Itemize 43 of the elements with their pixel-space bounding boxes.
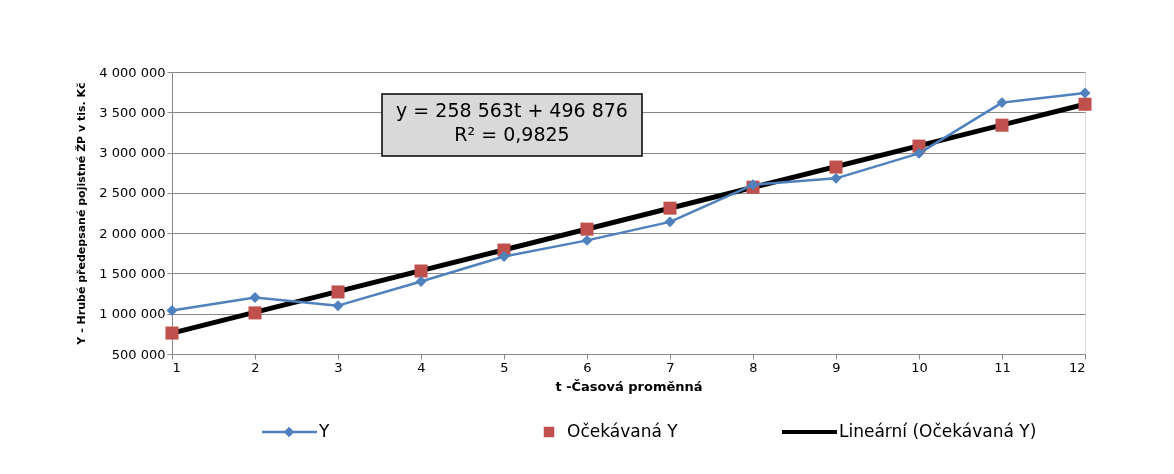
y-tick-label: 1 500 000 [99, 265, 166, 281]
point [1078, 97, 1092, 111]
legend-label: Očekávaná Y [567, 421, 679, 441]
y-tick-label: 500 000 [111, 346, 166, 362]
x-tick-label: 8 [749, 359, 758, 375]
point [414, 264, 428, 278]
point [165, 326, 179, 340]
y-axis-title: Y - Hrubé předepsané pojistné ŽP v tis. Kč [75, 82, 89, 346]
point [663, 201, 677, 215]
y-tick-label: 3 000 000 [99, 145, 166, 161]
point [1079, 87, 1091, 99]
point [664, 216, 676, 228]
annotation: y = 258 563t + 496 876 R² = 0,9825 [396, 99, 628, 145]
x-tick-label: 7 [666, 359, 675, 375]
x-tick-label: 3 [334, 359, 343, 375]
point [830, 172, 842, 184]
y-tick-label: 2 000 000 [99, 225, 166, 241]
point [580, 222, 594, 236]
point [332, 300, 344, 312]
y-tick-label: 4 000 000 [99, 64, 166, 80]
x-tick-label: 6 [583, 359, 592, 375]
point [913, 147, 925, 159]
y-tick-label: 2 500 000 [99, 185, 166, 201]
point [248, 306, 262, 320]
x-tick-label: 4 [417, 359, 426, 375]
x-tick-label: 2 [251, 359, 260, 375]
x-axis-title: t -Časová proměnná [555, 378, 703, 394]
x-tick-label: 12 [1068, 359, 1086, 375]
point [829, 160, 843, 174]
x-tick-label: 1 [172, 359, 181, 375]
point [249, 292, 261, 304]
x-tick-label: 5 [500, 359, 509, 375]
y-tick-label: 3 500 000 [99, 104, 166, 120]
point [331, 285, 345, 299]
point [995, 118, 1009, 132]
x-tick-label: 11 [994, 359, 1011, 375]
legend-label: Lineární (Očekávaná Y) [839, 421, 1037, 441]
legend-label: Y [318, 421, 330, 441]
y-tick-label: 1 000 000 [99, 306, 166, 322]
x-tick-label: 10 [911, 359, 928, 375]
x-tick-label: 9 [832, 359, 841, 375]
point [996, 97, 1008, 109]
point [581, 234, 593, 246]
